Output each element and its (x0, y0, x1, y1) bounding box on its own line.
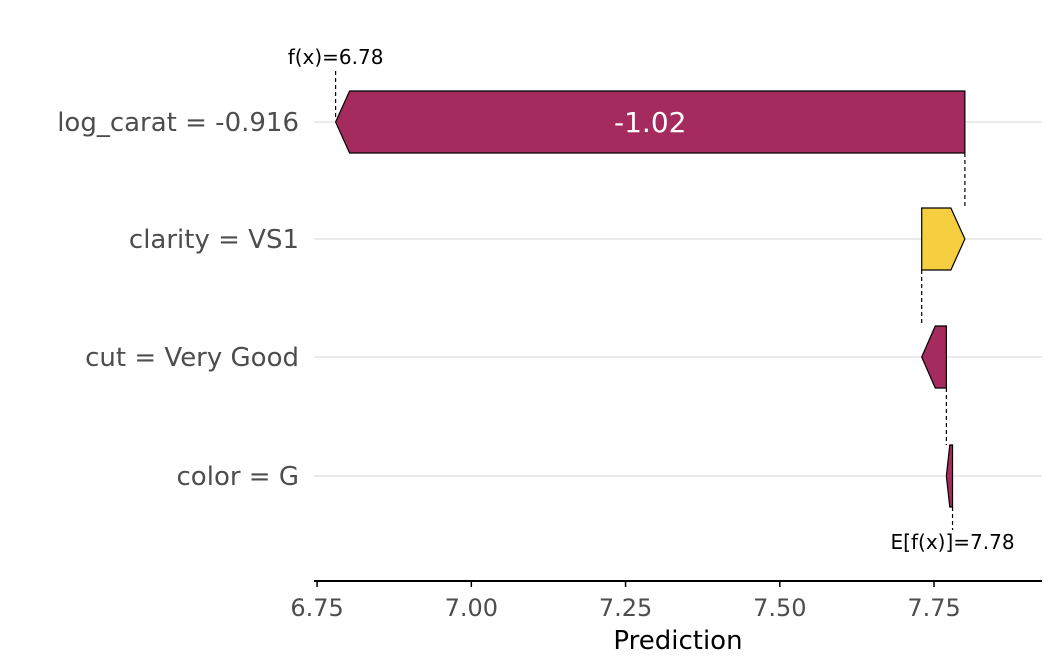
x-axis-ticks: 6.75 7.00 7.25 7.50 7.75 (290, 581, 961, 622)
bars: -1.02 (334, 90, 966, 508)
shap-bar (945, 444, 954, 508)
shap-bar (921, 325, 947, 389)
bar-value-label: -1.02 (614, 106, 686, 139)
shap-bar (334, 90, 966, 154)
gridlines (314, 121, 1042, 477)
x-tick-label: 6.75 (290, 594, 343, 622)
x-tick-label: 7.75 (907, 594, 960, 622)
x-tick-label: 7.25 (599, 594, 652, 622)
prediction-annotation: f(x)=6.78 (288, 45, 384, 69)
feature-label: cut = Very Good (85, 343, 299, 373)
baseline-annotation: E[f(x)]=7.78 (891, 530, 1015, 554)
shap-bar (921, 207, 966, 271)
x-tick-label: 7.50 (753, 594, 806, 622)
connector-lines (334, 71, 966, 530)
feature-label: clarity = VS1 (129, 225, 299, 255)
x-axis-title: Prediction (613, 626, 742, 656)
feature-label: log_carat = -0.916 (57, 108, 299, 138)
y-axis-labels: log_carat = -0.916 clarity = VS1 cut = Ver… (57, 108, 299, 492)
feature-label: color = G (177, 462, 299, 492)
x-tick-label: 7.00 (445, 594, 498, 622)
